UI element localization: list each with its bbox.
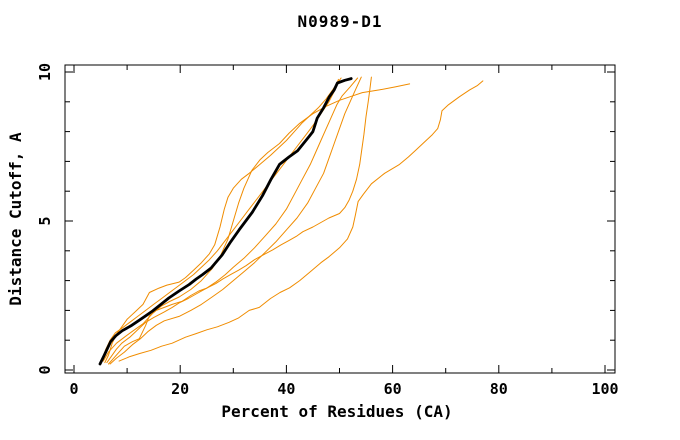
x-tick-label: 100 [591,380,618,398]
black-reference-line [98,77,353,366]
orange-line-1 [104,77,342,364]
plot-frame [64,64,616,374]
orange-line-5 [101,78,339,362]
x-tick-label: 40 [277,380,295,398]
y-axis-label: Distance Cutoff, A [6,132,25,306]
y-tick-label: 5 [36,216,54,225]
x-tick-label: 0 [69,380,78,398]
y-tick-label: 10 [36,63,54,81]
orange-line-6 [108,76,372,365]
x-tick-label: 60 [384,380,402,398]
orange-line-4 [109,76,362,365]
x-tick-label: 20 [171,380,189,398]
chart-title: N0989-D1 [297,12,383,31]
y-tick-label: 0 [36,365,54,374]
orange-line-3 [106,77,359,364]
x-axis-label: Percent of Residues (CA) [221,402,453,421]
orange-line-2 [102,83,411,362]
x-tick-label: 80 [490,380,508,398]
orange-line-7 [118,80,484,362]
